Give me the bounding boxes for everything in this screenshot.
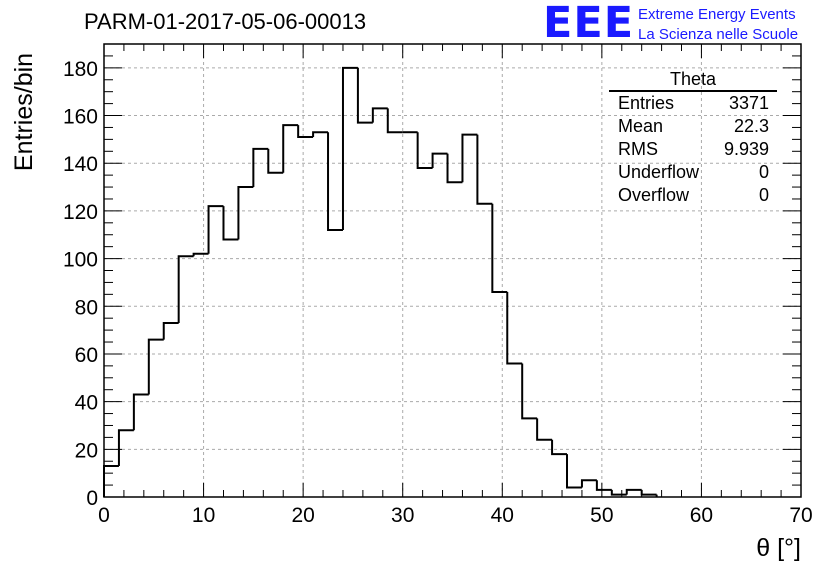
stats-label: Overflow: [618, 185, 690, 205]
histogram-bin: [521, 363, 538, 420]
histogram-bin: [566, 454, 582, 489]
histogram-bin: [297, 125, 314, 138]
histogram-bin: [580, 479, 597, 488]
x-tick-label: 70: [789, 504, 812, 527]
histogram-bin: [625, 488, 642, 495]
histogram-bin: [356, 67, 373, 124]
stats-title: Theta: [609, 69, 777, 92]
tick-labels: 0 10 20 30 40 50 60 70 0 20 40 60 80 100 120 140 160 180: [63, 58, 813, 527]
histogram-bin: [177, 255, 194, 323]
logo-mark: EEE: [543, 0, 635, 48]
y-tick-label: 140: [63, 153, 98, 176]
histogram-bin: [207, 205, 224, 254]
y-tick-label: 0: [86, 487, 98, 510]
stats-value: 3371: [728, 93, 769, 113]
axis-ticks: [103, 43, 802, 498]
histogram-bin: [551, 439, 568, 456]
histogram-bin: [386, 108, 403, 134]
histogram-bin: [640, 489, 657, 496]
stats-box: Theta Entries 3371 Mean 22.3 RMS 9.939 U…: [609, 69, 777, 207]
stats-label: Mean: [618, 116, 664, 136]
histogram-bin: [312, 131, 329, 137]
histogram-bin: [431, 152, 448, 168]
y-tick-label: 180: [63, 58, 98, 81]
histogram-bin: [132, 393, 149, 431]
y-axis-title: Entries/bin: [10, 53, 38, 171]
y-tick-label: 60: [75, 344, 98, 367]
histogram-bin: [476, 134, 493, 205]
histogram-bin: [341, 66, 358, 230]
x-tick-label: 50: [590, 504, 613, 527]
stats-row-underflow: Underflow 0: [609, 161, 777, 184]
y-tick-label: 40: [75, 392, 98, 415]
histogram-bin: [237, 186, 254, 240]
histogram-bin: [192, 252, 209, 257]
x-tick-label: 20: [291, 504, 314, 527]
histogram-bin: [536, 418, 553, 441]
stats-value: 9.939: [723, 139, 769, 159]
stats-label: Entries: [618, 93, 675, 113]
histogram-bin: [610, 489, 627, 496]
x-axis-title: θ [°]: [756, 534, 801, 562]
histogram-bin: [461, 133, 478, 183]
histogram-bin: [162, 321, 179, 340]
histogram-bin: [506, 291, 523, 365]
stats-row-rms: RMS 9.939: [609, 138, 777, 161]
histogram-bin: [371, 107, 388, 123]
histogram-bin: [446, 153, 463, 184]
histogram-bin: [267, 148, 284, 174]
x-tick-label: 40: [491, 504, 514, 527]
stats-value: 22.3: [733, 116, 769, 136]
histogram-bin: [282, 124, 299, 173]
stats-row-mean: Mean 22.3: [609, 115, 777, 138]
histogram-bin: [117, 429, 134, 467]
y-tick-label: 120: [63, 201, 98, 224]
histogram-bin: [222, 206, 239, 241]
stats-row-overflow: Overflow 0: [609, 184, 777, 207]
x-tick-label: 0: [98, 504, 110, 527]
histogram-bin: [147, 338, 164, 395]
grid: [104, 44, 801, 497]
logo-line2: La Scienza nelle Scuole: [638, 26, 799, 43]
histogram-bin: [595, 480, 612, 491]
histogram-bin: [327, 132, 343, 231]
histogram-bin: [491, 203, 508, 293]
histogram-bin: [416, 132, 433, 169]
y-tick-label: 20: [75, 439, 98, 462]
y-tick-label: 160: [63, 106, 98, 129]
x-tick-label: 30: [391, 504, 414, 527]
y-tick-label: 100: [63, 249, 98, 272]
histogram-bin: [103, 465, 119, 497]
histogram-bin: [252, 147, 269, 188]
x-tick-label: 60: [690, 504, 713, 527]
page-title: PARM-01-2017-05-06-00013: [84, 9, 367, 34]
stats-value: 0: [758, 185, 769, 205]
logo-line1: Extreme Energy Events: [638, 6, 796, 23]
stats-label: RMS: [618, 139, 658, 159]
stats-value: 0: [758, 162, 769, 182]
x-tick-label: 10: [192, 504, 215, 527]
y-tick-label: 80: [75, 296, 98, 319]
histogram-bars: [103, 66, 658, 497]
stats-row-entries: Entries 3371: [609, 92, 777, 115]
stats-label: Underflow: [618, 162, 700, 182]
